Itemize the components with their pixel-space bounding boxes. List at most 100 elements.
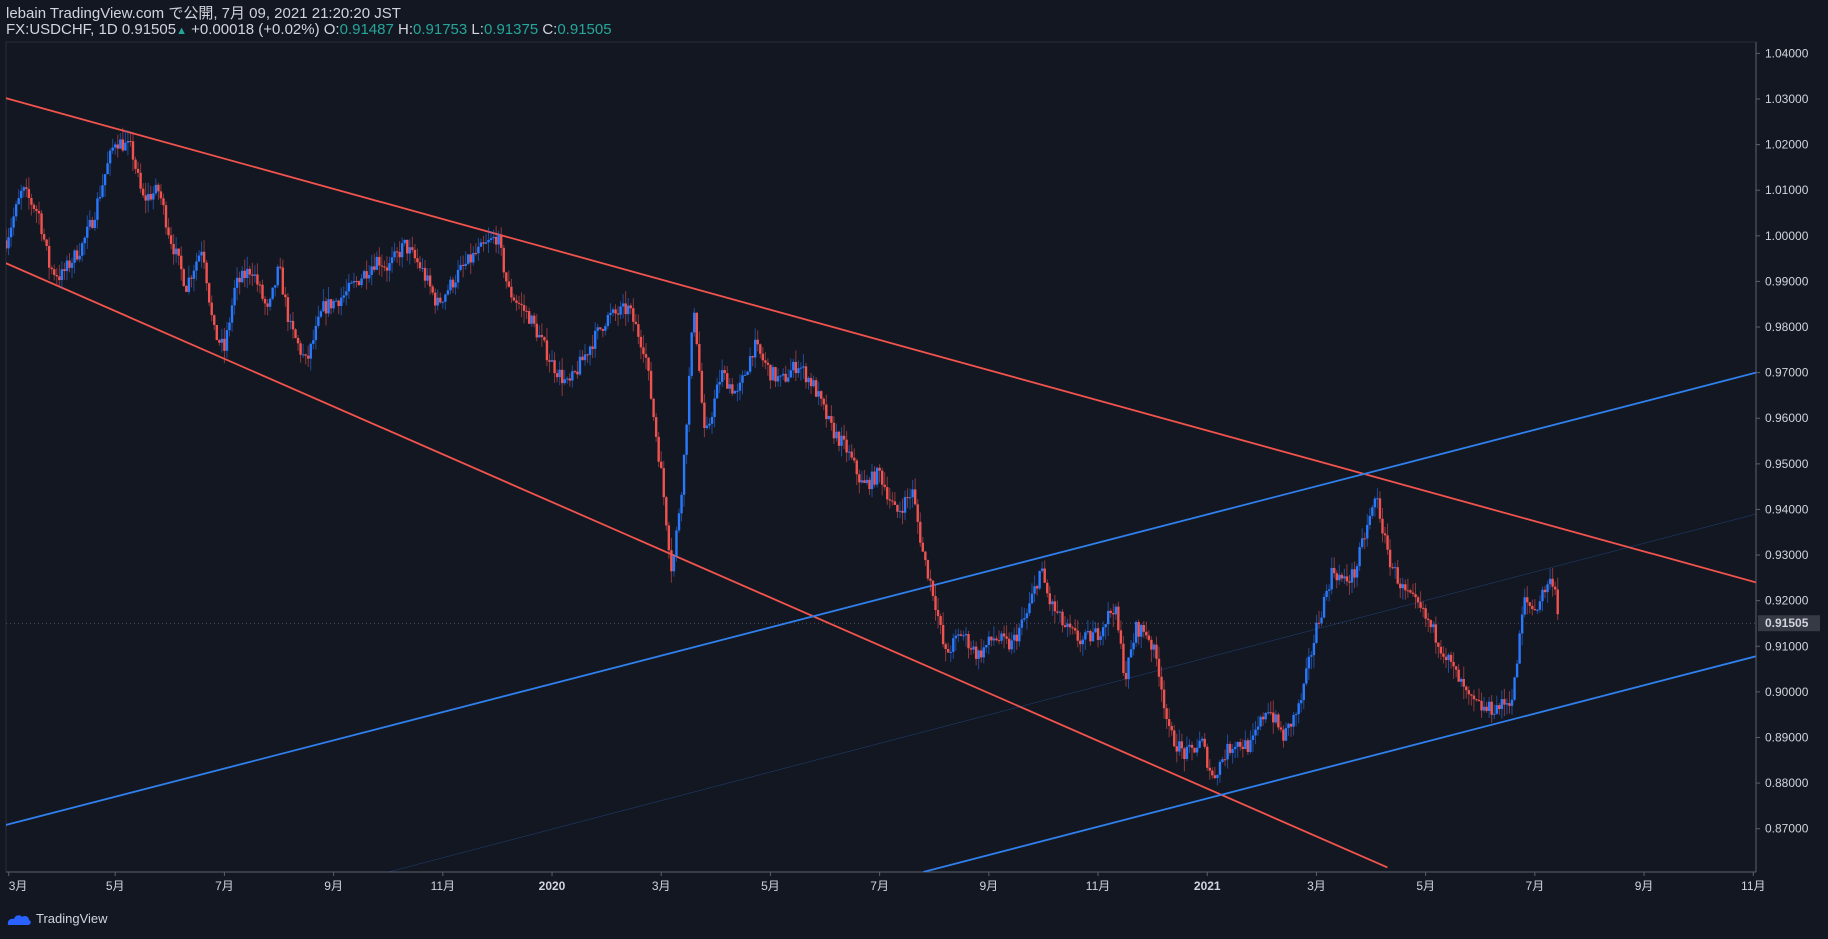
candle-body[interactable]: [40, 213, 43, 235]
candle-body[interactable]: [12, 216, 15, 228]
candle-body[interactable]: [865, 479, 869, 483]
candle-body[interactable]: [1553, 586, 1557, 590]
candle-body[interactable]: [990, 636, 993, 641]
candle-body[interactable]: [761, 353, 765, 361]
candle-body[interactable]: [365, 271, 368, 279]
candle-body[interactable]: [423, 267, 427, 281]
candle-body[interactable]: [413, 249, 417, 259]
candle-body[interactable]: [479, 242, 483, 247]
candle-body[interactable]: [860, 480, 864, 483]
candle-body[interactable]: [436, 297, 439, 306]
candle-body[interactable]: [1023, 618, 1026, 620]
candle-body[interactable]: [1198, 740, 1201, 748]
candle-body[interactable]: [1432, 624, 1435, 628]
candle-body[interactable]: [662, 468, 665, 498]
candle-body[interactable]: [322, 301, 325, 312]
candle-body[interactable]: [1028, 603, 1031, 614]
candle-body[interactable]: [535, 323, 538, 338]
candle-body[interactable]: [779, 375, 782, 377]
candle-body[interactable]: [1439, 646, 1443, 654]
candle-body[interactable]: [576, 371, 579, 375]
candle-body[interactable]: [1114, 606, 1118, 615]
candle-body[interactable]: [35, 208, 38, 211]
candle-body[interactable]: [720, 370, 724, 383]
candle-body[interactable]: [1175, 746, 1178, 752]
candle-body[interactable]: [863, 480, 866, 483]
candle-body[interactable]: [225, 330, 229, 351]
candle-body[interactable]: [1467, 690, 1471, 695]
candle-body[interactable]: [1145, 631, 1148, 636]
candle-body[interactable]: [1127, 657, 1130, 680]
candle-body[interactable]: [1213, 775, 1217, 779]
candle-body[interactable]: [1500, 699, 1504, 710]
candle-body[interactable]: [957, 634, 960, 636]
candle-body[interactable]: [1518, 633, 1521, 664]
candle-body[interactable]: [276, 266, 279, 286]
candle-body[interactable]: [116, 144, 119, 149]
candle-body[interactable]: [1203, 738, 1206, 747]
candle-body[interactable]: [875, 467, 879, 485]
candle-body[interactable]: [367, 274, 371, 279]
candle-body[interactable]: [472, 253, 475, 263]
candle-body[interactable]: [1084, 632, 1087, 640]
candle-body[interactable]: [741, 375, 744, 383]
candle-body[interactable]: [1081, 639, 1085, 645]
candle-body[interactable]: [1096, 628, 1100, 640]
candle-body[interactable]: [1495, 705, 1498, 714]
candle-body[interactable]: [182, 269, 185, 286]
candle-body[interactable]: [515, 300, 518, 303]
candle-body[interactable]: [1002, 633, 1006, 637]
candle-body[interactable]: [373, 266, 376, 270]
candle-body[interactable]: [1104, 624, 1107, 628]
candle-body[interactable]: [238, 277, 241, 283]
candle-body[interactable]: [83, 237, 86, 244]
candle-body[interactable]: [152, 193, 155, 200]
candle-body[interactable]: [487, 239, 490, 243]
candle-body[interactable]: [771, 367, 775, 381]
candle-body[interactable]: [149, 194, 152, 200]
candle-body[interactable]: [174, 248, 178, 255]
candle-body[interactable]: [670, 550, 673, 572]
candle-body[interactable]: [243, 270, 246, 279]
candle-body[interactable]: [1355, 566, 1359, 578]
candle-body[interactable]: [1178, 741, 1181, 752]
candle-body[interactable]: [952, 638, 955, 652]
candle-body[interactable]: [1409, 590, 1412, 593]
candle-body[interactable]: [1272, 712, 1275, 723]
candle-body[interactable]: [467, 254, 470, 264]
candle-body[interactable]: [433, 292, 437, 306]
candle-body[interactable]: [563, 379, 566, 384]
candle-body[interactable]: [545, 340, 549, 361]
candle-body[interactable]: [1538, 601, 1542, 610]
candle-body[interactable]: [1013, 634, 1016, 641]
candle-body[interactable]: [728, 384, 731, 389]
candle-body[interactable]: [571, 371, 574, 381]
candle-body[interactable]: [380, 265, 384, 267]
candle-body[interactable]: [446, 290, 450, 295]
candle-body[interactable]: [1335, 573, 1338, 581]
candle-body[interactable]: [731, 384, 734, 394]
candle-body[interactable]: [1396, 567, 1399, 584]
candle-body[interactable]: [934, 596, 937, 610]
candle-body[interactable]: [240, 270, 244, 283]
candle-body[interactable]: [1066, 623, 1069, 627]
candle-body[interactable]: [58, 276, 61, 281]
candle-body[interactable]: [192, 270, 196, 279]
candle-body[interactable]: [1251, 735, 1255, 740]
candle-body[interactable]: [931, 580, 935, 597]
candle-body[interactable]: [1035, 586, 1039, 589]
candle-body[interactable]: [9, 227, 13, 238]
candle-body[interactable]: [1119, 630, 1123, 644]
candle-body[interactable]: [680, 494, 683, 514]
candle-body[interactable]: [604, 326, 607, 331]
candle-body[interactable]: [1058, 611, 1062, 613]
candle-body[interactable]: [947, 648, 950, 653]
candle-body[interactable]: [985, 645, 988, 648]
candle-body[interactable]: [1038, 570, 1041, 589]
candle-body[interactable]: [1340, 574, 1344, 579]
candle-body[interactable]: [527, 311, 531, 324]
candle-body[interactable]: [1231, 749, 1234, 753]
candle-body[interactable]: [710, 416, 714, 424]
candle-body[interactable]: [474, 253, 478, 255]
candle-body[interactable]: [1264, 713, 1267, 720]
